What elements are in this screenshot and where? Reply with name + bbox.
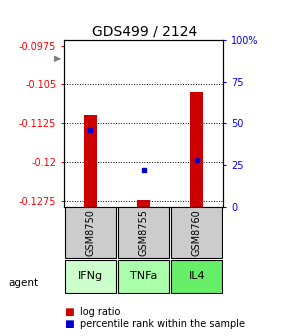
Text: ■: ■ [64,307,74,317]
Text: log ratio: log ratio [80,307,120,317]
Bar [137,200,150,207]
Text: IFNg: IFNg [78,271,103,281]
Text: TNFa: TNFa [130,271,157,281]
Text: GSM8750: GSM8750 [85,209,95,256]
Text: GDS499 / 2124: GDS499 / 2124 [93,25,197,39]
Bar [190,92,203,207]
Text: agent: agent [9,278,39,288]
Bar [84,115,97,207]
Bar [65,207,116,258]
Text: ■: ■ [64,319,74,329]
Text: GSM8760: GSM8760 [192,209,202,256]
Text: IL4: IL4 [188,271,205,281]
Bar [171,260,222,293]
Text: percentile rank within the sample: percentile rank within the sample [80,319,245,329]
Bar [171,207,222,258]
Text: GSM8755: GSM8755 [139,209,148,256]
Bar [118,207,169,258]
Bar [118,260,169,293]
Bar [65,260,116,293]
